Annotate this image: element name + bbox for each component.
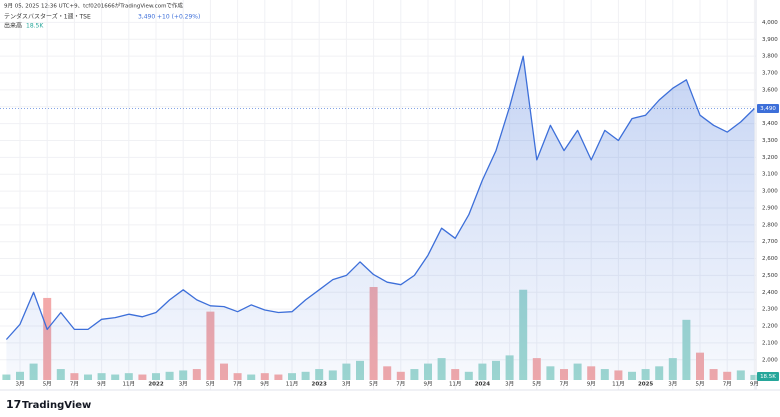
x-tick-label: 11月 <box>612 381 625 388</box>
logo-mark: 𝟭𝟳 <box>6 398 21 411</box>
x-tick-label: 2022 <box>148 382 163 388</box>
logo: 𝟭𝟳 TradingView <box>6 398 91 411</box>
y-tick-label: 4,000 <box>762 20 778 26</box>
y-tick-label: 2,100 <box>762 340 778 346</box>
y-tick-label: 3,000 <box>762 189 778 195</box>
last-price-tag-label: 3,490 <box>760 106 776 112</box>
x-tick-label: 2025 <box>638 382 653 388</box>
x-tick-label: 3月 <box>342 381 351 388</box>
volume-badge <box>757 372 779 381</box>
logo-text: TradingView <box>22 400 91 411</box>
x-tick-label: 5月 <box>206 381 215 388</box>
volume-badge-label: 18.5K <box>760 374 776 380</box>
symbol: テンダスバスターズ・1週・TSE <box>4 13 91 21</box>
x-tick-label: 3月 <box>505 381 514 388</box>
y-tick-label: 3,900 <box>762 37 778 43</box>
price-change: +10 (+0.29%) <box>157 14 200 21</box>
volume-last: 18.5K <box>26 23 44 30</box>
x-tick-label: 7月 <box>70 381 79 388</box>
y-tick-label: 2,500 <box>762 273 778 279</box>
y-tick-label: 3,700 <box>762 71 778 77</box>
x-tick-label: 11月 <box>449 381 462 388</box>
y-tick-label: 3,400 <box>762 121 778 127</box>
y-tick-label: 2,400 <box>762 290 778 296</box>
x-tick-label: 7月 <box>396 381 405 388</box>
x-tick-label: 11月 <box>123 381 136 388</box>
x-tick-label: 5月 <box>43 381 52 388</box>
y-tick-label: 2,600 <box>762 256 778 262</box>
y-tick-label: 3,800 <box>762 54 778 60</box>
x-tick-label: 9月 <box>97 381 106 388</box>
x-tick-label: 5月 <box>369 381 378 388</box>
volume-bar <box>2 374 11 380</box>
x-tick-label: 9月 <box>424 381 433 388</box>
volume-title: 出来高 <box>4 22 22 30</box>
y-tick-label: 3,600 <box>762 87 778 93</box>
x-tick-label: 7月 <box>723 381 732 388</box>
y-tick-label: 3,200 <box>762 155 778 161</box>
price-line <box>5 55 755 340</box>
created-note: 9月 05, 2025 12:36 UTC+9、tcf0201666がTradi… <box>4 2 183 10</box>
x-tick-label: 3月 <box>179 381 188 388</box>
x-tick-label: 7月 <box>233 381 242 388</box>
y-tick-label: 2,300 <box>762 307 778 313</box>
y-tick-label: 3,100 <box>762 172 778 178</box>
x-tick-label: 2023 <box>312 382 327 388</box>
x-tick-label: 11月 <box>286 381 299 388</box>
x-tick-label: 3月 <box>16 381 25 388</box>
last-price: 3,490 <box>138 14 155 21</box>
plot <box>5 55 755 380</box>
y-tick-label: 2,700 <box>762 239 778 245</box>
x-tick-label: 5月 <box>532 381 541 388</box>
x-tick-label: 9月 <box>750 381 759 388</box>
last-price-tag <box>757 103 779 113</box>
y-tick-label: 2,800 <box>762 222 778 228</box>
x-tick-label: 5月 <box>696 381 705 388</box>
area-fill <box>6 56 755 380</box>
y-tick-label: 2,200 <box>762 324 778 330</box>
x-tick-label: 9月 <box>260 381 269 388</box>
y-tick-label: 2,000 <box>762 357 778 363</box>
x-tick-label: 9月 <box>587 381 596 388</box>
x-tick-label: 7月 <box>560 381 569 388</box>
y-tick-label: 3,300 <box>762 138 778 144</box>
x-tick-label: 3月 <box>668 381 677 388</box>
y-tick-label: 2,900 <box>762 205 778 211</box>
x-tick-label: 2024 <box>475 382 490 388</box>
